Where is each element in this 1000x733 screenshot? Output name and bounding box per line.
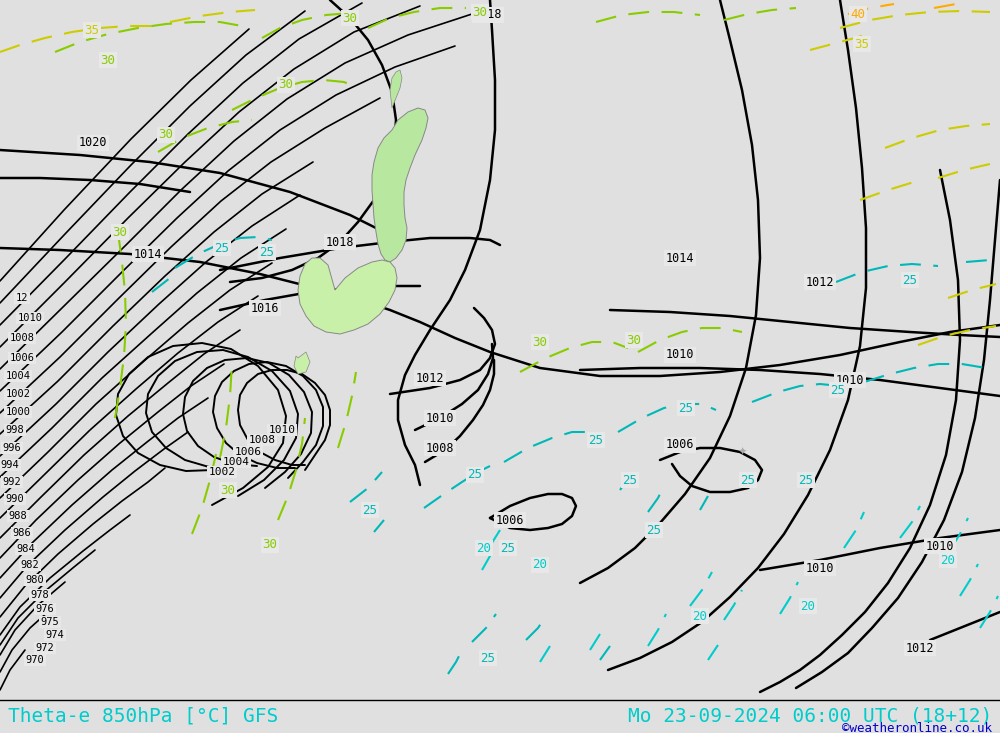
Polygon shape [372, 108, 428, 262]
Text: 974: 974 [46, 630, 64, 640]
Text: 25: 25 [362, 504, 378, 517]
Polygon shape [298, 258, 397, 334]
Text: 25: 25 [480, 652, 496, 665]
Text: 25: 25 [501, 542, 516, 554]
Text: 25: 25 [798, 474, 814, 487]
Text: 30: 30 [100, 54, 116, 67]
Text: 1006: 1006 [496, 514, 524, 526]
Text: 982: 982 [21, 560, 39, 570]
Text: 25: 25 [740, 474, 756, 487]
Text: 1016: 1016 [251, 301, 279, 314]
Text: 992: 992 [3, 477, 21, 487]
Text: 1014: 1014 [666, 251, 694, 265]
Text: 975: 975 [41, 617, 59, 627]
Text: 986: 986 [13, 528, 31, 538]
Text: 30: 30 [342, 12, 358, 24]
Text: 25: 25 [646, 523, 662, 537]
Text: 1008: 1008 [426, 441, 454, 454]
Text: 1010: 1010 [666, 348, 694, 361]
Text: 970: 970 [26, 655, 44, 665]
Text: 1010: 1010 [18, 313, 42, 323]
Text: 25: 25 [468, 468, 482, 482]
Text: 990: 990 [6, 494, 24, 504]
Text: 1004: 1004 [222, 457, 250, 467]
Text: 1008: 1008 [248, 435, 276, 445]
Text: 30: 30 [626, 334, 642, 347]
Text: Mo 23-09-2024 06:00 UTC (18+12): Mo 23-09-2024 06:00 UTC (18+12) [628, 707, 992, 726]
Text: 998: 998 [6, 425, 24, 435]
Polygon shape [390, 70, 402, 108]
Text: 20: 20 [477, 542, 492, 554]
Text: 1018: 1018 [326, 235, 354, 248]
Text: 1002: 1002 [6, 389, 30, 399]
Text: 12: 12 [16, 293, 28, 303]
Text: 1012: 1012 [416, 372, 444, 385]
Text: 35: 35 [854, 37, 870, 51]
Text: 976: 976 [36, 604, 54, 614]
Text: 1006: 1006 [666, 438, 694, 452]
Text: 984: 984 [17, 544, 35, 554]
Text: Theta-e 850hPa [°C] GFS: Theta-e 850hPa [°C] GFS [8, 707, 278, 726]
Text: 30: 30 [532, 336, 548, 348]
Text: 40: 40 [850, 7, 866, 21]
Text: 20: 20 [692, 610, 708, 622]
Text: 1010: 1010 [426, 411, 454, 424]
Text: 980: 980 [26, 575, 44, 585]
Polygon shape [294, 352, 310, 374]
Text: 1002: 1002 [208, 467, 236, 477]
Text: 1010: 1010 [926, 539, 954, 553]
Text: 25: 25 [678, 402, 694, 414]
Text: 20: 20 [532, 559, 548, 572]
Text: 25: 25 [260, 246, 274, 259]
Text: 25: 25 [588, 433, 604, 446]
Text: 1010: 1010 [806, 561, 834, 575]
Text: 1008: 1008 [10, 333, 34, 343]
Text: 30: 30 [112, 226, 128, 238]
Text: 988: 988 [9, 511, 27, 521]
Text: 30: 30 [473, 6, 488, 18]
Text: 978: 978 [31, 590, 49, 600]
Text: 1010: 1010 [836, 374, 864, 386]
Text: 30: 30 [262, 539, 278, 551]
Text: 25: 25 [622, 474, 638, 487]
Text: 1006: 1006 [234, 447, 262, 457]
Text: ©weatheronline.co.uk: ©weatheronline.co.uk [842, 721, 992, 733]
Text: ✦: ✦ [737, 447, 747, 457]
Text: 30: 30 [220, 484, 236, 496]
Text: 1010: 1010 [268, 425, 296, 435]
Text: 1000: 1000 [6, 407, 30, 417]
Text: 30: 30 [158, 128, 174, 141]
Text: 996: 996 [3, 443, 21, 453]
Text: 1012: 1012 [906, 641, 934, 655]
Text: 972: 972 [36, 643, 54, 653]
Text: 35: 35 [84, 23, 100, 37]
Text: 1012: 1012 [806, 276, 834, 289]
Text: 25: 25 [830, 383, 846, 397]
Text: 1020: 1020 [79, 136, 107, 150]
Text: 1004: 1004 [6, 371, 30, 381]
Text: 30: 30 [278, 78, 294, 92]
Text: 1018: 1018 [474, 9, 502, 21]
Text: 1014: 1014 [134, 248, 162, 260]
Text: 20: 20 [940, 553, 956, 567]
Bar [0, 700, 1000, 733]
Text: 25: 25 [214, 241, 230, 254]
Text: 25: 25 [902, 273, 918, 287]
Text: 1006: 1006 [10, 353, 34, 363]
Text: 20: 20 [800, 600, 816, 613]
Text: 994: 994 [1, 460, 19, 470]
